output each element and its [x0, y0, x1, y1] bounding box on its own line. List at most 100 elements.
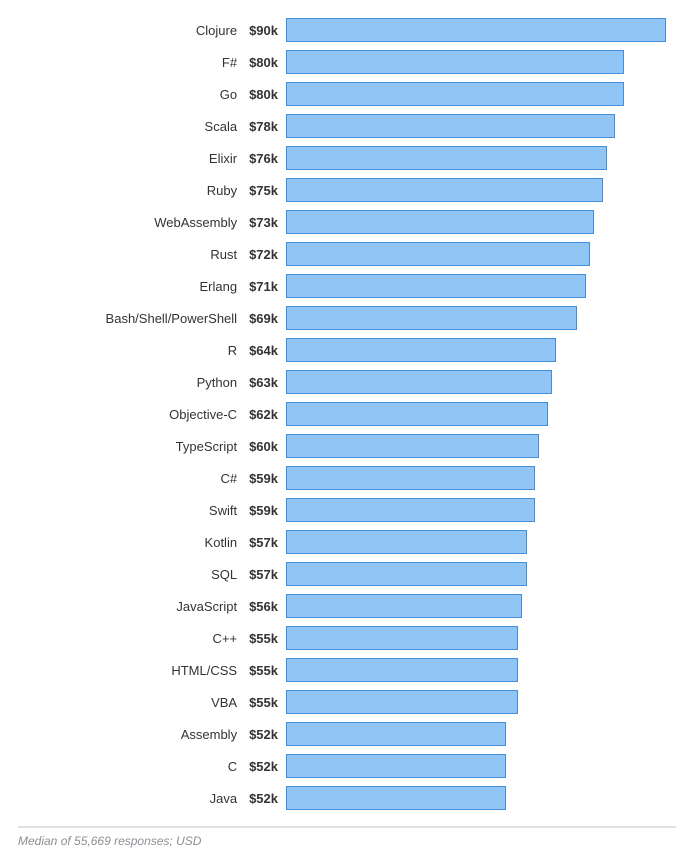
row-bar [286, 658, 518, 682]
row-name: HTML/CSS [171, 663, 237, 678]
chart-row: TypeScript $60k [18, 430, 676, 462]
row-bar [286, 114, 615, 138]
row-value-label: $57k [249, 535, 278, 550]
row-bar [286, 82, 624, 106]
chart-row: Python$63k [18, 366, 676, 398]
row-bar [286, 306, 577, 330]
chart-row: Bash/Shell/PowerShell$69k [18, 302, 676, 334]
row-name: TypeScript [176, 439, 237, 454]
row-value-label: $52k [249, 727, 278, 742]
chart-row: Elixir $76k [18, 142, 676, 174]
row-name: Java [210, 791, 237, 806]
row-name: WebAssembly [154, 215, 237, 230]
row-label: C$52k [18, 759, 286, 774]
row-bar-track [286, 50, 676, 74]
row-bar-track [286, 562, 676, 586]
row-bar-track [286, 178, 676, 202]
row-value-label: $59k [249, 471, 278, 486]
row-bar [286, 338, 556, 362]
row-label: Erlang$71k [18, 279, 286, 294]
row-bar [286, 754, 506, 778]
row-bar-track [286, 434, 676, 458]
row-label: TypeScript $60k [18, 439, 286, 454]
row-bar-track [286, 274, 676, 298]
row-label: SQL$57k [18, 567, 286, 582]
row-bar-track [286, 402, 676, 426]
row-name: Assembly [181, 727, 237, 742]
row-label: Java$52k [18, 791, 286, 806]
chart-footnote: Median of 55,669 responses; USD [18, 826, 676, 848]
row-name: SQL [211, 567, 237, 582]
row-label: JavaScript$56k [18, 599, 286, 614]
chart-row: R $64k [18, 334, 676, 366]
chart-row: Kotlin $57k [18, 526, 676, 558]
row-value-label: $62k [249, 407, 278, 422]
row-name: R [228, 343, 237, 358]
row-bar-track [286, 18, 676, 42]
row-value-label: $55k [249, 631, 278, 646]
row-bar [286, 210, 594, 234]
row-name: Python [197, 375, 237, 390]
chart-row: SQL$57k [18, 558, 676, 590]
row-bar [286, 562, 527, 586]
row-label: Bash/Shell/PowerShell$69k [18, 311, 286, 326]
row-label: C# $59k [18, 471, 286, 486]
row-name: Elixir [209, 151, 237, 166]
chart-row: HTML/CSS$55k [18, 654, 676, 686]
row-bar [286, 50, 624, 74]
row-bar-track [286, 658, 676, 682]
row-value-label: $80k [249, 87, 278, 102]
row-label: Elixir $76k [18, 151, 286, 166]
row-label: Scala $78k [18, 119, 286, 134]
row-value-label: $76k [249, 151, 278, 166]
row-bar [286, 594, 522, 618]
row-bar [286, 786, 506, 810]
row-name: Kotlin [205, 535, 238, 550]
row-name: Erlang [200, 279, 238, 294]
row-value-label: $64k [249, 343, 278, 358]
chart-row: Java$52k [18, 782, 676, 814]
row-bar [286, 498, 535, 522]
row-bar-track [286, 466, 676, 490]
row-bar-track [286, 306, 676, 330]
row-bar-track [286, 754, 676, 778]
row-label: VBA $55k [18, 695, 286, 710]
chart-row: Rust$72k [18, 238, 676, 270]
row-label: Go $80k [18, 87, 286, 102]
chart-row: JavaScript$56k [18, 590, 676, 622]
row-label: Ruby$75k [18, 183, 286, 198]
row-label: Rust$72k [18, 247, 286, 262]
row-value-label: $80k [249, 55, 278, 70]
chart-row: C++$55k [18, 622, 676, 654]
row-bar [286, 18, 666, 42]
row-label: F# $80k [18, 55, 286, 70]
row-value-label: $60k [249, 439, 278, 454]
row-bar-track [286, 786, 676, 810]
row-bar [286, 466, 535, 490]
chart-row: Ruby$75k [18, 174, 676, 206]
row-bar [286, 274, 586, 298]
row-label: Kotlin $57k [18, 535, 286, 550]
row-label: C++$55k [18, 631, 286, 646]
row-name: VBA [211, 695, 237, 710]
row-bar [286, 178, 603, 202]
row-value-label: $78k [249, 119, 278, 134]
row-name: F# [222, 55, 237, 70]
row-label: HTML/CSS$55k [18, 663, 286, 678]
chart-row: Assembly $52k [18, 718, 676, 750]
row-name: Go [220, 87, 237, 102]
row-value-label: $59k [249, 503, 278, 518]
row-value-label: $55k [249, 695, 278, 710]
row-name: Scala [205, 119, 238, 134]
row-name: Clojure [196, 23, 237, 38]
row-name: JavaScript [176, 599, 237, 614]
row-label: Python$63k [18, 375, 286, 390]
row-name: Bash/Shell/PowerShell [106, 311, 238, 326]
row-bar [286, 690, 518, 714]
row-bar-track [286, 594, 676, 618]
row-bar-track [286, 338, 676, 362]
row-value-label: $72k [249, 247, 278, 262]
row-bar [286, 402, 548, 426]
chart-row: Go $80k [18, 78, 676, 110]
row-name: C# [220, 471, 237, 486]
